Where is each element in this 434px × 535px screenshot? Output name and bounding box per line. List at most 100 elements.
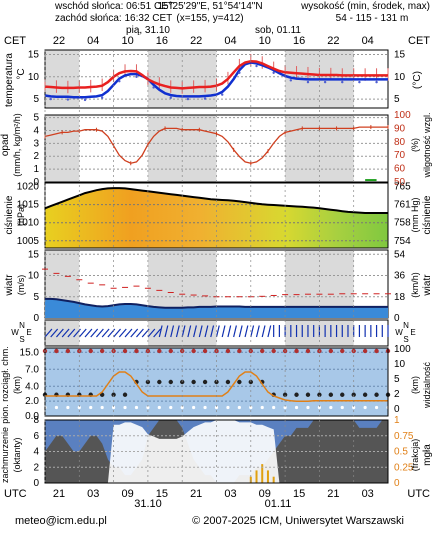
wind-left-tick: 15 bbox=[28, 249, 40, 260]
cloud-mid-dot bbox=[328, 392, 334, 397]
bottom-date1: 31.10 bbox=[134, 498, 162, 510]
wind-left-unit: (m/s) bbox=[16, 275, 26, 296]
cloud-low-dot bbox=[54, 405, 59, 410]
cloud-mid-dot bbox=[191, 379, 196, 385]
top-hour-label: 22 bbox=[190, 35, 202, 47]
cloud-top-dot bbox=[271, 348, 276, 354]
cover-left-unit: (oktanty) bbox=[12, 437, 22, 472]
wind-direction-arrow bbox=[55, 328, 64, 338]
temp-right-tick: 15 bbox=[394, 49, 406, 60]
wind-direction-arrow bbox=[147, 328, 156, 338]
cloud-mid-dot bbox=[351, 392, 356, 397]
fog-bar bbox=[249, 476, 252, 483]
dew-point-dot bbox=[289, 79, 293, 82]
cloud-low-dot bbox=[363, 405, 367, 410]
wind-direction-arrow bbox=[84, 328, 93, 338]
cloud-mid-dot bbox=[225, 379, 231, 385]
wind-right-unit: (km/h) bbox=[410, 272, 420, 298]
cloud-low-dot bbox=[66, 405, 70, 410]
pressure-right-tick: 758 bbox=[394, 218, 411, 229]
wind-direction-arrow bbox=[181, 325, 186, 338]
cloud-low-dot bbox=[260, 405, 264, 410]
cloud-low-dot bbox=[340, 405, 344, 410]
footer-email[interactable]: meteo@icm.edu.pl bbox=[15, 515, 107, 527]
wind-direction-arrow bbox=[244, 325, 249, 338]
cloud-low-dot bbox=[100, 405, 104, 410]
pressure-left-label: ciśnienie bbox=[4, 195, 15, 234]
compass-e-right: E bbox=[410, 328, 415, 337]
dew-point-dot bbox=[221, 93, 224, 96]
cloud-right-tick: 10 bbox=[394, 359, 406, 370]
dew-point-dot bbox=[306, 80, 310, 84]
cloud-low-dot bbox=[283, 405, 287, 410]
cloud-top-dot bbox=[65, 348, 71, 354]
cloud-top-dot bbox=[374, 348, 379, 354]
dew-point-dot bbox=[169, 96, 172, 99]
dew-point-dot bbox=[152, 86, 155, 89]
bottom-hour-label: 21 bbox=[327, 488, 339, 500]
wind-direction-arrow bbox=[118, 328, 127, 338]
cloud-low-dot bbox=[249, 405, 253, 410]
fog-bar bbox=[261, 464, 264, 483]
wind-direction-arrow bbox=[227, 325, 232, 338]
pressure-left-tick: 1015 bbox=[17, 200, 40, 211]
wind-right-tick: 54 bbox=[394, 249, 406, 260]
pressure-left-tick: 1010 bbox=[17, 218, 40, 229]
wind-speed-area bbox=[45, 298, 388, 318]
cloud-top-dot bbox=[134, 348, 139, 354]
pressure-right-unit: (mm Hg) bbox=[410, 198, 420, 233]
wind-direction-arrow bbox=[261, 325, 266, 338]
wind-direction-arrow bbox=[78, 328, 87, 338]
cloud-low-dot bbox=[214, 405, 219, 410]
wind-direction-arrow bbox=[233, 325, 237, 338]
fog-bar bbox=[255, 470, 258, 483]
wind-direction-arrow bbox=[250, 325, 255, 338]
wind-right-tick: 18 bbox=[394, 292, 406, 303]
cloud-top-dot bbox=[305, 348, 311, 354]
dew-point-dot bbox=[66, 98, 70, 101]
cloud-mid-dot bbox=[111, 392, 116, 397]
cloud-right-tick: 100 bbox=[394, 344, 411, 355]
wind-direction-arrow bbox=[221, 325, 226, 338]
temp-right-tick: 10 bbox=[394, 72, 406, 83]
wind-direction-arrow bbox=[44, 328, 53, 338]
bottom-hour-labels: 21 03 09 15 21 03 09 15 21 03 bbox=[53, 488, 374, 500]
cloud-low-dot bbox=[352, 405, 356, 410]
dew-point-dot bbox=[358, 80, 361, 84]
compass-e-left: E bbox=[26, 328, 31, 337]
cloud-left-tick: 0.0 bbox=[25, 411, 39, 422]
cloud-low-dot bbox=[157, 405, 161, 410]
cloud-top-dot bbox=[88, 348, 93, 354]
wind-direction-arrow bbox=[50, 328, 59, 338]
precip-right-tick: 60 bbox=[394, 164, 406, 175]
cover-right-tick: 0.25 bbox=[394, 462, 414, 473]
compass-w-left: W bbox=[11, 328, 19, 337]
cover-right-unit: (frakcja) bbox=[410, 439, 420, 472]
cover-right-tick: 1 bbox=[394, 415, 400, 426]
cloud-left-unit: (km) bbox=[12, 376, 22, 394]
bottom-hour-label: 03 bbox=[87, 488, 99, 500]
pressure-left-unit: (hPa) bbox=[16, 204, 26, 226]
cloud-mid-dot bbox=[157, 379, 162, 385]
cloud-top-dot bbox=[225, 348, 231, 354]
cloud-low-dot bbox=[89, 405, 93, 410]
precip-right-tick: 70 bbox=[394, 150, 406, 161]
cloud-low-dot bbox=[306, 405, 310, 410]
cover-left-label: zachmurzenie bbox=[0, 427, 10, 483]
cloud-mid-dot bbox=[305, 392, 311, 397]
cloud-right-unit: (km) bbox=[410, 376, 420, 394]
pressure-right-tick: 765 bbox=[394, 182, 411, 193]
wind-right-tick: 36 bbox=[394, 271, 406, 282]
temp-left-label: temperatura bbox=[4, 53, 15, 107]
compass-s-left: S bbox=[19, 335, 24, 344]
wind-left-tick: 0 bbox=[33, 313, 39, 324]
dew-point-dot bbox=[135, 75, 138, 78]
cloud-right-tick: 2 bbox=[394, 389, 400, 400]
wind-direction-arrow bbox=[170, 325, 175, 338]
bottom-hour-label: 03 bbox=[362, 488, 374, 500]
wind-direction-arrow bbox=[204, 325, 209, 338]
wind-direction-arrow bbox=[90, 328, 99, 338]
precip-night-band bbox=[45, 115, 80, 182]
cloud-mid-dot bbox=[340, 392, 345, 397]
fog-bar bbox=[272, 476, 275, 483]
